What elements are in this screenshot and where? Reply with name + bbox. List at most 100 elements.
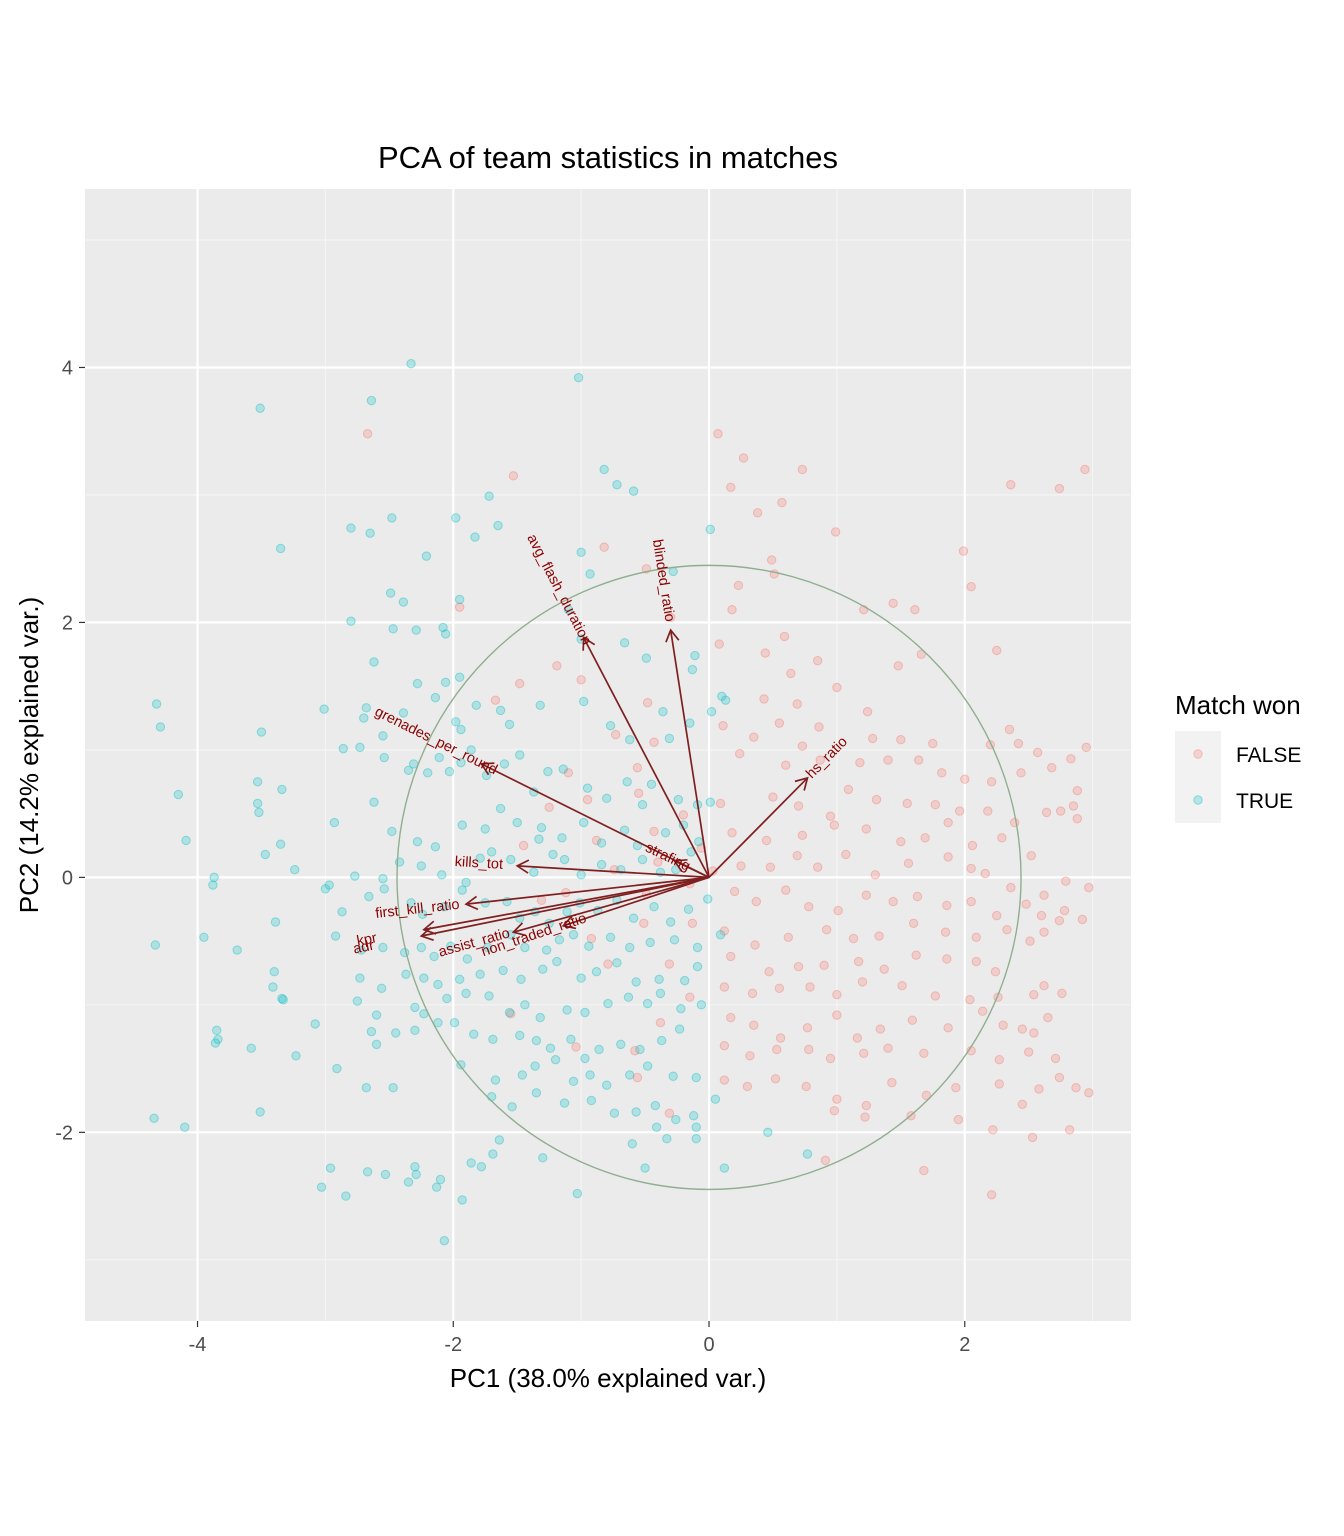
point-false xyxy=(506,1009,516,1019)
point-true xyxy=(149,1113,159,1124)
point-true xyxy=(573,372,584,383)
point-true xyxy=(490,1075,501,1085)
point-false xyxy=(992,910,1002,921)
point-true xyxy=(366,1026,377,1037)
point-false xyxy=(599,542,609,552)
point-true xyxy=(506,854,516,865)
point-false xyxy=(1050,1053,1061,1064)
point-false xyxy=(735,749,745,759)
point-false xyxy=(883,755,893,765)
point-false xyxy=(814,722,824,732)
point-false xyxy=(1041,807,1052,818)
point-true xyxy=(440,677,451,688)
point-false xyxy=(1077,914,1088,925)
point-false xyxy=(843,784,854,795)
point-true xyxy=(705,524,715,535)
point-true xyxy=(504,1007,515,1018)
point-false xyxy=(1064,1125,1075,1135)
point-true xyxy=(429,951,439,962)
point-true xyxy=(410,1162,420,1172)
loading-arrow-shaft xyxy=(674,860,710,879)
point-false xyxy=(953,1114,964,1125)
point-false xyxy=(729,886,740,897)
point-false xyxy=(552,661,562,671)
point-true xyxy=(361,703,372,713)
point-true xyxy=(359,713,369,723)
panel-background xyxy=(85,189,1131,1321)
point-true xyxy=(685,718,695,728)
point-false xyxy=(897,981,907,991)
point-true xyxy=(454,672,465,682)
point-false xyxy=(655,1018,666,1028)
loading-label: adr xyxy=(352,938,376,958)
point-true xyxy=(541,945,552,955)
y-axis-ticks: -2 0 2 4 xyxy=(55,357,85,1144)
point-true xyxy=(476,1162,487,1172)
legend-marker-true xyxy=(1193,795,1203,805)
loading-arrowhead xyxy=(464,895,479,911)
loading-arrow-shaft xyxy=(465,876,710,905)
point-false xyxy=(792,699,802,709)
point-true xyxy=(671,1114,681,1125)
point-false xyxy=(998,1020,1008,1030)
point-true xyxy=(529,867,539,877)
point-true xyxy=(421,551,432,561)
point-false xyxy=(745,1051,755,1061)
point-false xyxy=(1039,981,1049,991)
point-true xyxy=(599,464,609,475)
point-true xyxy=(422,768,433,778)
point-true xyxy=(416,861,427,871)
point-true xyxy=(451,513,461,523)
point-true xyxy=(446,941,456,951)
point-false xyxy=(919,1048,929,1058)
point-false xyxy=(960,774,970,784)
point-false xyxy=(912,891,923,902)
point-true xyxy=(461,877,471,888)
point-true xyxy=(576,870,586,880)
point-true xyxy=(416,942,427,953)
point-true xyxy=(530,1061,540,1071)
point-false xyxy=(951,1083,961,1093)
point-false xyxy=(632,763,643,773)
point-false xyxy=(1004,724,1015,735)
point-false xyxy=(966,582,976,592)
y-tick-label: 0 xyxy=(62,867,73,889)
point-true xyxy=(475,969,485,979)
point-true xyxy=(628,486,639,496)
legend-label-false: FALSE xyxy=(1236,744,1301,767)
point-false xyxy=(1072,814,1082,824)
point-false xyxy=(797,830,808,841)
point-true xyxy=(495,803,506,814)
point-false xyxy=(971,932,981,942)
point-true xyxy=(531,1035,542,1046)
point-false xyxy=(1013,738,1024,749)
point-true xyxy=(461,988,471,999)
point-true xyxy=(410,1025,420,1036)
point-true xyxy=(456,724,466,735)
point-true xyxy=(507,1102,517,1112)
point-false xyxy=(749,732,759,742)
legend: Match won FALSE TRUE xyxy=(1175,690,1301,823)
point-true xyxy=(451,717,461,727)
point-false xyxy=(819,960,829,971)
point-true xyxy=(387,826,397,837)
point-true xyxy=(616,1039,626,1050)
point-true xyxy=(534,834,544,844)
point-false xyxy=(764,967,774,977)
point-false xyxy=(893,661,903,671)
point-false xyxy=(1029,989,1039,1000)
point-false xyxy=(713,429,723,439)
point-false xyxy=(779,631,790,642)
loading-arrow-shaft xyxy=(481,763,710,879)
point-true xyxy=(602,1080,612,1090)
point-true xyxy=(406,358,416,369)
point-true xyxy=(471,700,481,710)
point-false xyxy=(867,733,878,744)
point-false xyxy=(586,933,597,944)
point-false xyxy=(830,527,841,537)
point-true xyxy=(580,1007,590,1018)
point-false xyxy=(715,798,726,809)
loading-arrowhead xyxy=(561,915,577,930)
point-true xyxy=(291,1051,301,1061)
